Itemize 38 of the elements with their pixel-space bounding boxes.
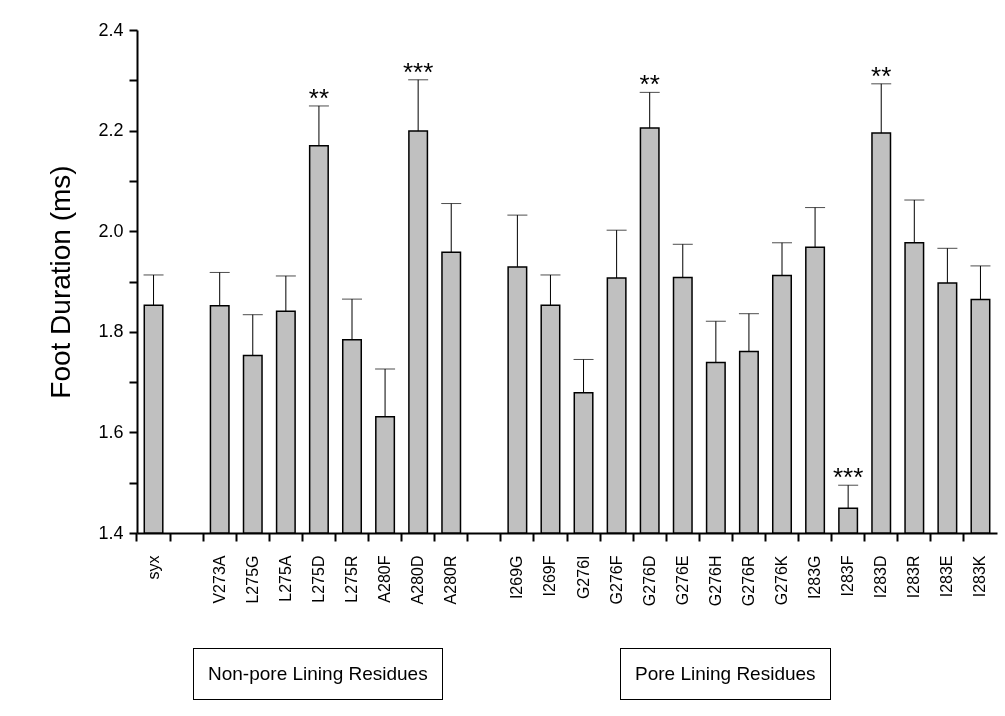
x-tick-label: G276R	[739, 555, 757, 607]
x-tick-label: I283F	[839, 555, 857, 597]
y-tick-label: 2.2	[98, 120, 124, 141]
x-tick-label: G276F	[607, 555, 625, 605]
x-tick-label: syx	[144, 555, 162, 580]
x-tick-label: I283E	[938, 555, 956, 598]
text: Pore Lining Residues	[620, 648, 831, 700]
annotation: ***	[402, 56, 434, 87]
y-tick-label: 2.0	[98, 220, 124, 241]
x-tick-label: G276H	[706, 555, 724, 607]
y-tick-label: 1.4	[98, 522, 124, 543]
text: Non-pore Lining Residues	[193, 648, 443, 700]
x-tick-label: I283G	[806, 555, 824, 600]
x-tick-label: L275G	[243, 555, 261, 604]
y-tick-label: 1.8	[98, 321, 124, 342]
annotation: **	[639, 69, 660, 100]
y-axis-title: Foot Duration (ms)	[45, 165, 77, 399]
x-tick-label: A280D	[409, 555, 427, 605]
x-tick-label: L275D	[309, 555, 327, 603]
annotation: ***	[832, 462, 864, 493]
x-tick-label: I283R	[905, 555, 923, 599]
x-tick-label: I283D	[872, 555, 890, 599]
x-tick-label: V273A	[210, 555, 228, 604]
annotation: **	[871, 60, 892, 91]
x-tick-label: I269G	[508, 555, 526, 600]
x-tick-label: L275R	[343, 555, 360, 603]
x-tick-label: L275A	[276, 555, 294, 602]
x-tick-label: G276K	[773, 555, 790, 606]
x-tick-label: G276D	[640, 555, 658, 607]
y-tick-label: 2.4	[98, 19, 124, 40]
x-tick-label: G276E	[673, 555, 691, 606]
y-tick-label: 1.6	[98, 421, 124, 442]
x-tick-label: A280F	[376, 555, 394, 603]
x-tick-label: I283K	[971, 555, 989, 598]
x-tick-label: G276I	[574, 555, 592, 600]
annotation: **	[308, 82, 330, 113]
x-tick-label: I269F	[541, 555, 559, 597]
x-tick-label: A280R	[442, 555, 460, 605]
